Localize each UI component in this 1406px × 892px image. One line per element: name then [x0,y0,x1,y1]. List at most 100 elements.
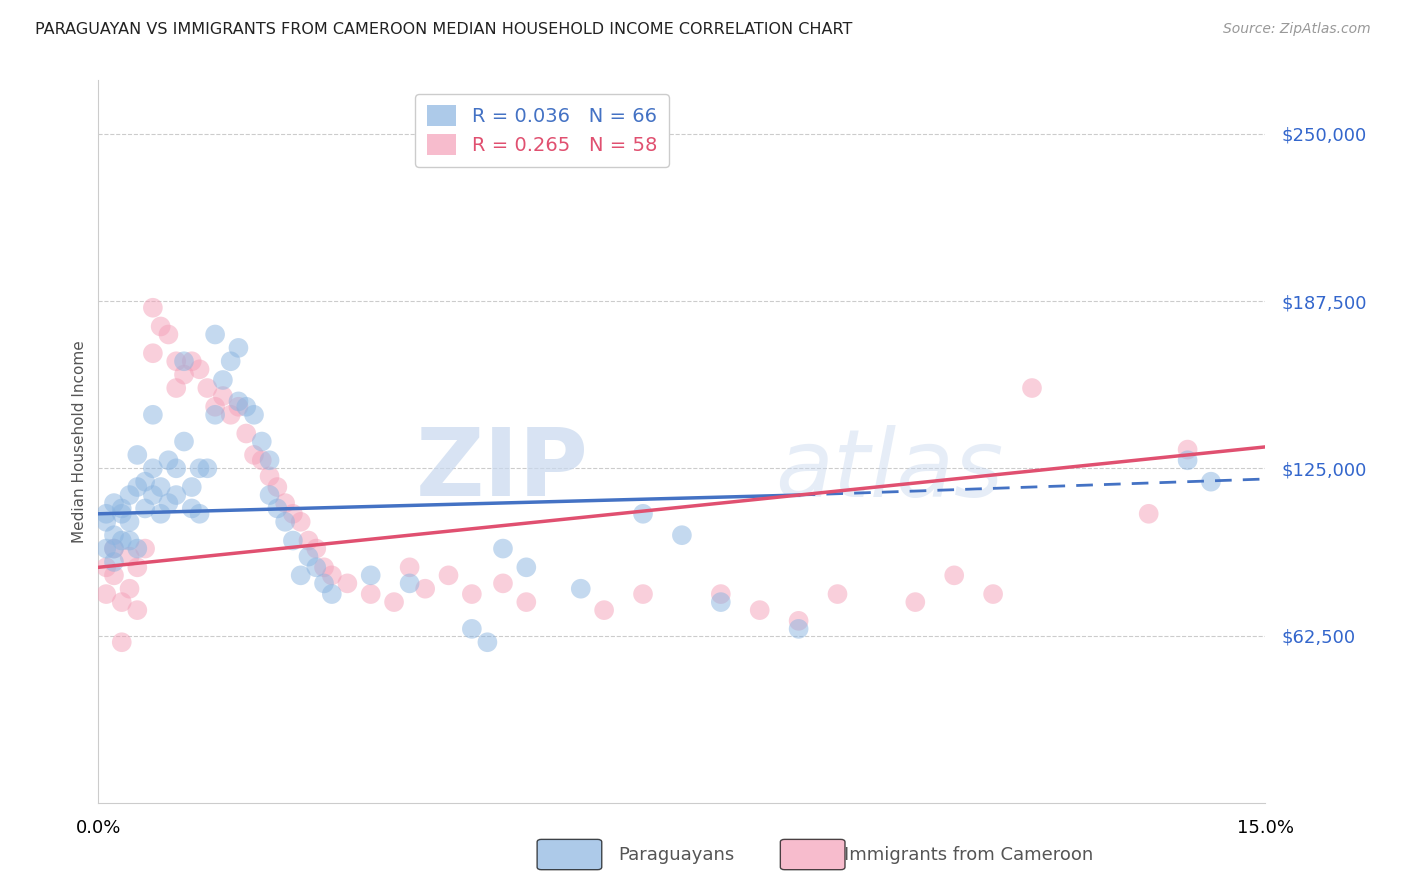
Point [134,475,156,489]
Point [127,603,149,617]
Point [266,480,288,494]
Point [274,496,297,510]
Point [321,587,343,601]
Point [103,541,125,556]
Text: PARAGUAYAN VS IMMIGRANTS FROM CAMEROON MEDIAN HOUSEHOLD INCOME CORRELATION CHART: PARAGUAYAN VS IMMIGRANTS FROM CAMEROON M… [35,22,852,37]
Point [180,354,202,368]
Point [103,555,125,569]
Point [149,480,172,494]
Text: Immigrants from Cameroon: Immigrants from Cameroon [844,846,1092,863]
Point [127,480,149,494]
Point [188,362,211,376]
Point [904,595,927,609]
Point [461,587,484,601]
Point [149,507,172,521]
Point [943,568,966,582]
Point [111,507,134,521]
Point [165,461,187,475]
Point [305,541,328,556]
Point [274,515,297,529]
Point [157,496,180,510]
Y-axis label: Median Household Income: Median Household Income [72,340,87,543]
Point [250,434,273,449]
Point [204,408,226,422]
Point [165,381,187,395]
Point [413,582,436,596]
Point [281,507,304,521]
Point [1021,381,1043,395]
Point [127,560,149,574]
Point [235,426,257,441]
Point [281,533,304,548]
Point [96,541,118,556]
Point [515,595,537,609]
Point [195,461,218,475]
Point [212,373,235,387]
Point [188,507,211,521]
Point [235,400,257,414]
Point [360,587,382,601]
Point [228,341,250,355]
Point [305,560,328,574]
Point [398,560,420,574]
Point [157,327,180,342]
Point [360,568,382,582]
Point [134,501,156,516]
Point [631,587,654,601]
Point [1177,453,1199,467]
Point [111,595,134,609]
Point [748,603,770,617]
Point [165,354,187,368]
Point [134,541,156,556]
Text: Source: ZipAtlas.com: Source: ZipAtlas.com [1223,22,1371,37]
Point [180,480,202,494]
Point [259,488,281,502]
Point [259,453,281,467]
Point [461,622,484,636]
Point [173,354,195,368]
Point [118,582,141,596]
Point [188,461,211,475]
Point [111,533,134,548]
Point [142,408,165,422]
Point [437,568,460,582]
Point [382,595,405,609]
Point [111,635,134,649]
Point [142,461,165,475]
Point [111,501,134,516]
Point [96,507,118,521]
Point [710,595,733,609]
Point [787,622,810,636]
Point [212,389,235,403]
Point [219,408,242,422]
Point [259,469,281,483]
Point [157,453,180,467]
Point [1199,475,1222,489]
Point [671,528,693,542]
Point [103,496,125,510]
Point [96,515,118,529]
Point [297,549,319,564]
Point [118,533,141,548]
Point [204,327,226,342]
Point [180,501,202,516]
Point [250,453,273,467]
Point [173,434,195,449]
Point [515,560,537,574]
Point [142,488,165,502]
Point [290,515,312,529]
Text: ZIP: ZIP [416,425,589,516]
Point [569,582,592,596]
Point [492,541,515,556]
Point [118,549,141,564]
Point [118,515,141,529]
Point [290,568,312,582]
Point [173,368,195,382]
Point [127,448,149,462]
Point [827,587,849,601]
Point [204,400,226,414]
Point [243,448,266,462]
Point [1177,442,1199,457]
Point [165,488,187,502]
Point [312,560,335,574]
